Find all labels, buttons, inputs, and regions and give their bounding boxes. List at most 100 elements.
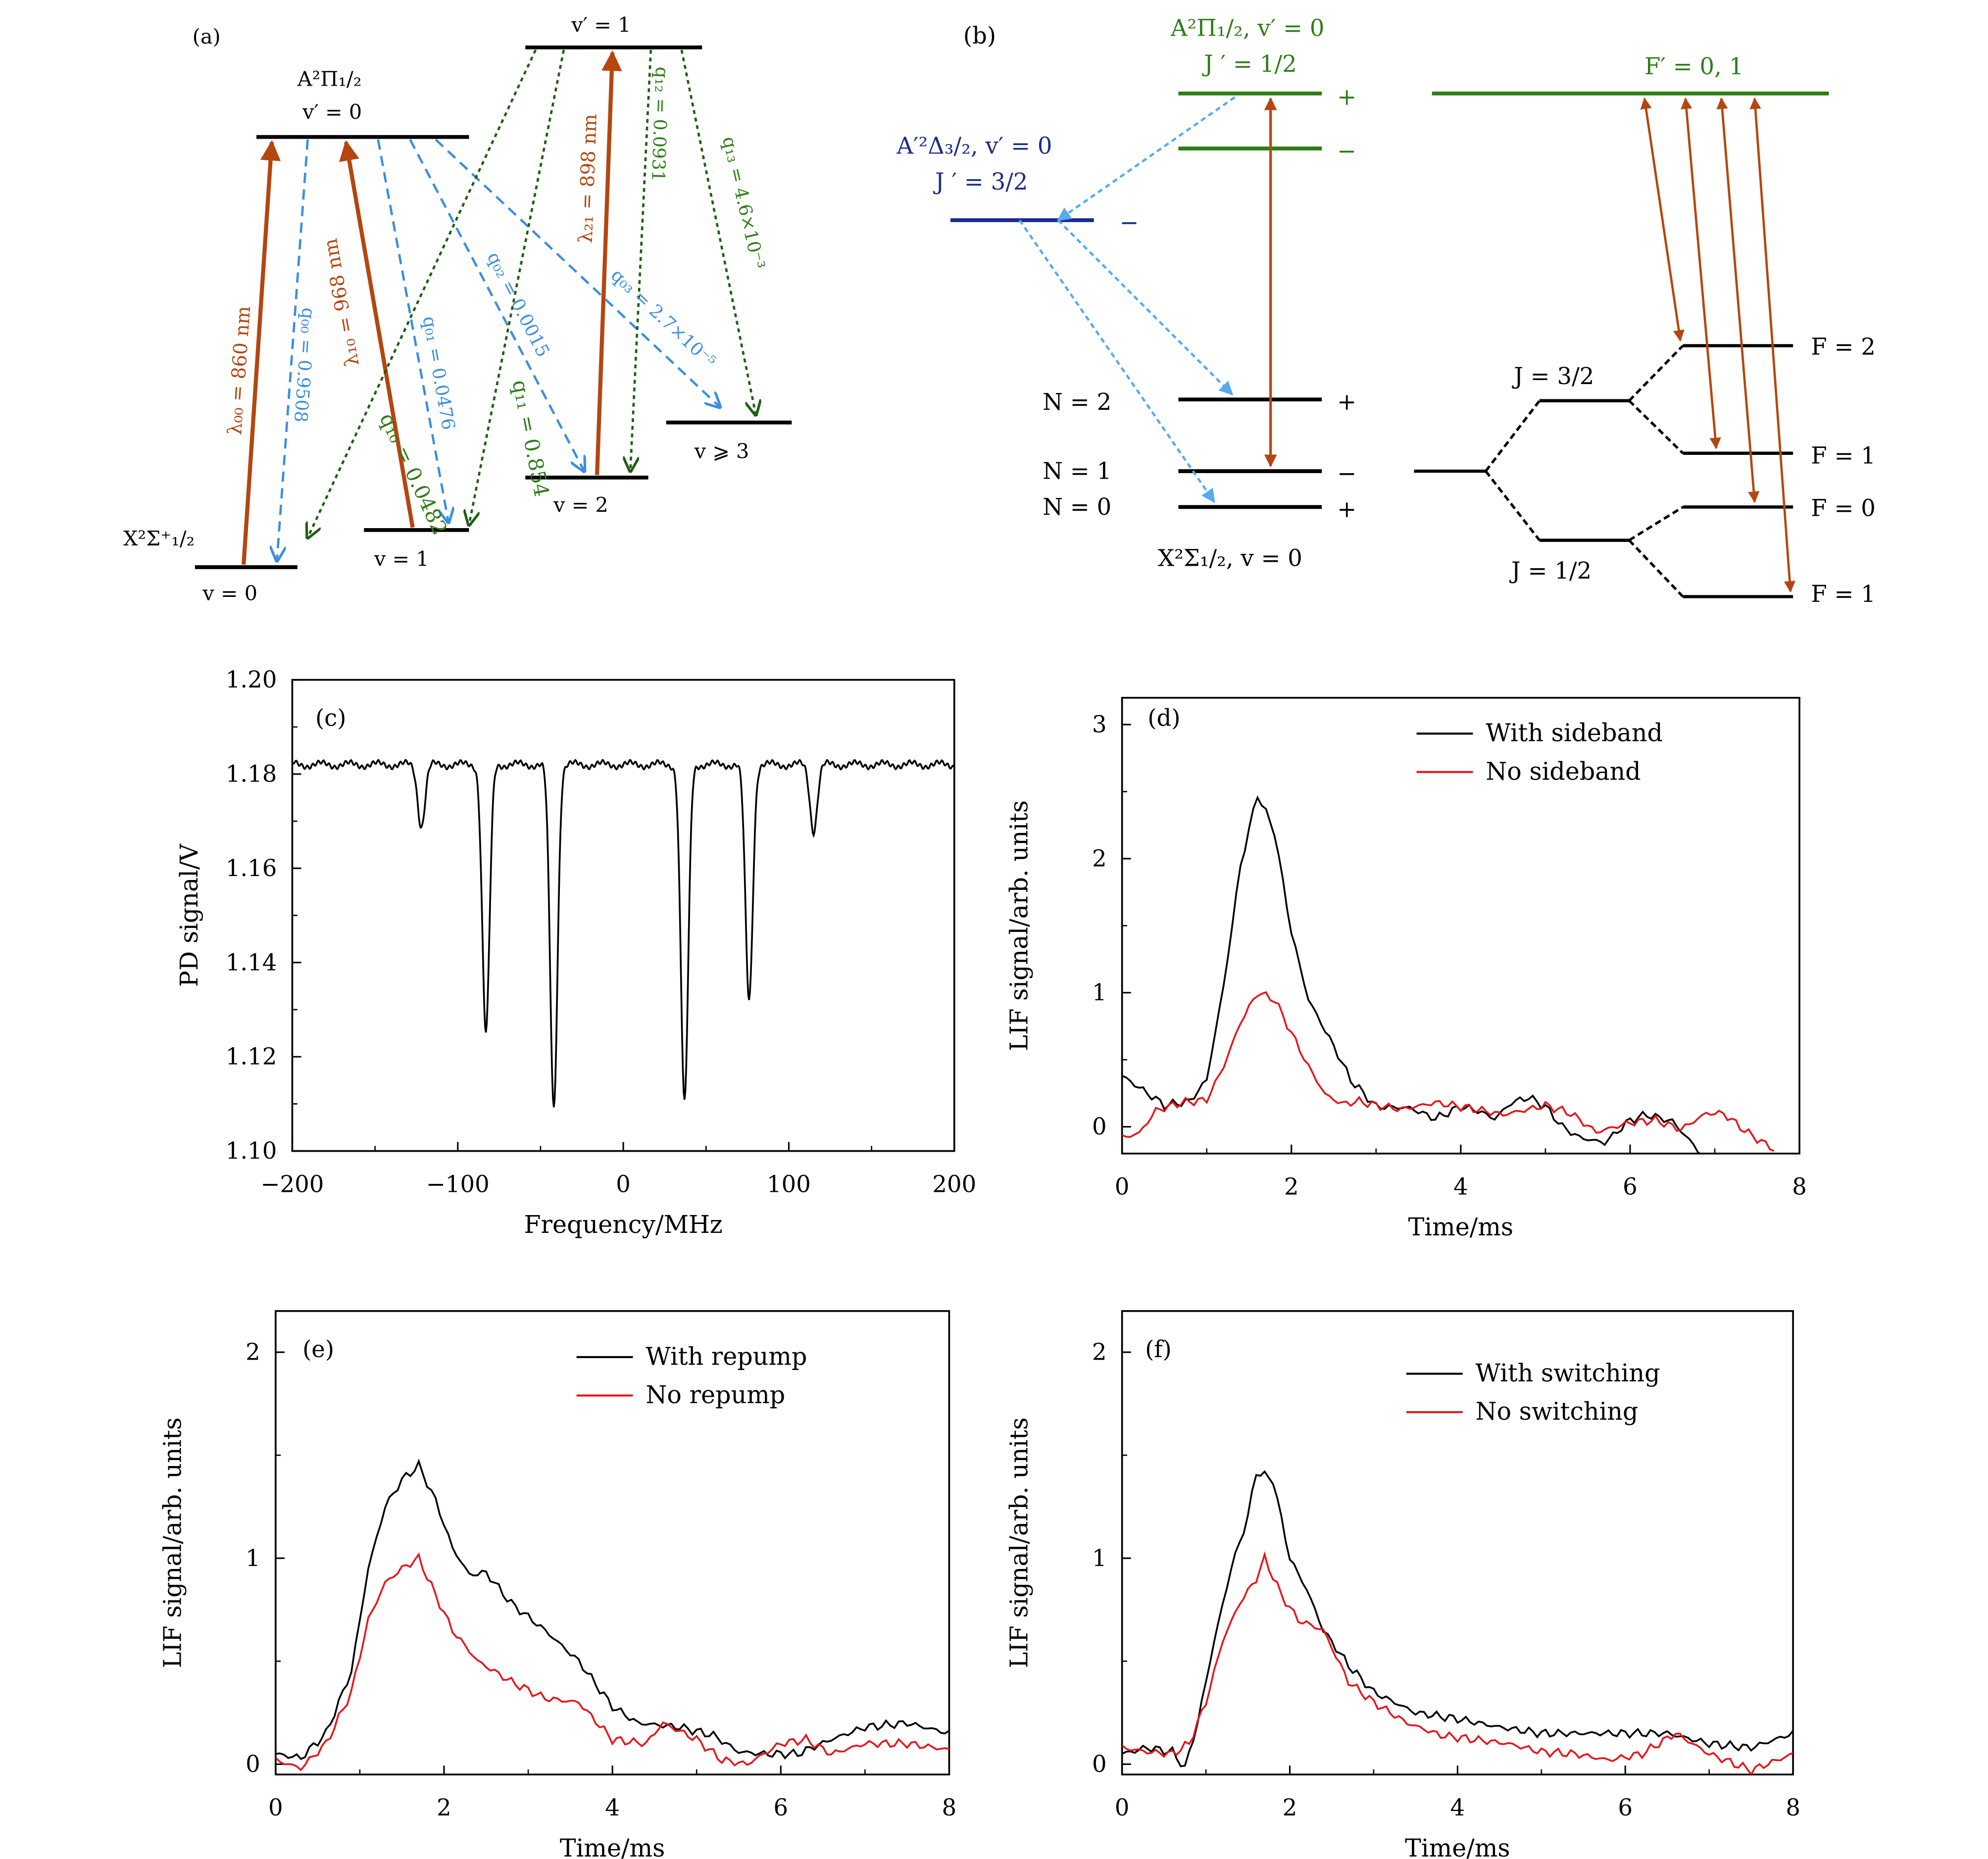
label-n0: N = 0 (1043, 493, 1111, 520)
label-q02: q₀₂ = 0.0015 (483, 248, 554, 360)
panel-tag-d: (d) (1147, 705, 1180, 732)
label-excited-title: A²Π₁/₂, v′ = 0 (1170, 14, 1325, 41)
arrow-q10 (307, 49, 537, 538)
label-l00: λ₀₀ = 860 nm (224, 305, 255, 436)
label-f0: F = 0 (1811, 494, 1876, 521)
arrow-l10 (339, 140, 415, 528)
label-j12: J = 1/2 (1509, 557, 1591, 584)
label-fprime: F′ = 0, 1 (1644, 53, 1743, 80)
split-f1b (1628, 539, 1684, 598)
label-excited-state: A²Π₁/₂ (297, 67, 362, 91)
plot-frame-d (1121, 696, 1800, 1155)
chart-panel-f: 0 2 4 6 8 0 1 2 Time/ms LIF signal/arb. units (f) W… (1004, 1310, 1800, 1859)
label-q12: q₁₂ = 0.0931 (647, 66, 673, 182)
legend-label-d: No sideband (1486, 757, 1640, 785)
x-tick-label-c: −100 (426, 1171, 490, 1197)
label-n1: N = 1 (1043, 457, 1111, 484)
x-axis-label-f: Time/ms (1405, 1834, 1510, 1859)
panel-b: (b) A²Π₁/₂, v′ = 0 J ′ = 1/2 + − A′²Δ₃/₂… (896, 14, 1875, 607)
x-tick-label-d: 4 (1453, 1173, 1468, 1200)
label-l10: λ₁₀ = 968 nm (319, 237, 364, 368)
split-f0 (1628, 506, 1684, 541)
y-tick-label-f: 0 (1092, 1751, 1107, 1777)
arrow-hf-f1b (1749, 97, 1796, 593)
label-v0: v = 0 (202, 582, 257, 605)
arrow-hf-f0 (1716, 97, 1760, 503)
x-tick-label-e: 8 (942, 1794, 957, 1821)
x-axis-label-d: Time/ms (1408, 1213, 1513, 1241)
y-tick-label-c: 1.12 (226, 1043, 277, 1070)
x-tick-label-d: 6 (1623, 1173, 1638, 1200)
x-tick-label-c: 100 (767, 1171, 811, 1197)
panel-tag-e: (e) (302, 1336, 334, 1363)
x-tick-label-d: 8 (1792, 1173, 1807, 1200)
y-tick-label-c: 1.18 (226, 760, 277, 787)
y-axis-label-f: LIF signal/arb. units (1004, 1418, 1033, 1668)
series-no-repump-line (275, 1552, 949, 1771)
y-tick-label-e: 0 (246, 1751, 260, 1777)
legend-label-e: No repump (646, 1380, 785, 1409)
label-aprime-title: A′²Δ₃/₂, v′ = 0 (896, 132, 1052, 159)
panel-tag-c: (c) (315, 705, 346, 732)
y-tick-label-e: 1 (246, 1545, 260, 1571)
label-v3: v ⩾ 3 (694, 440, 749, 463)
label-f1b: F = 1 (1811, 581, 1876, 607)
y-axis-label-d: LIF signal/arb. units (1004, 800, 1033, 1051)
arrow-q12 (630, 49, 652, 471)
x-tick-label-d: 0 (1115, 1173, 1130, 1200)
label-n2: N = 2 (1043, 389, 1111, 415)
arrow-l00 (242, 140, 281, 565)
x-tick-label-e: 4 (605, 1794, 620, 1821)
y-tick-label-d: 2 (1092, 845, 1107, 872)
x-tick-label-d: 2 (1284, 1173, 1299, 1200)
series-with-sideband-line (1122, 795, 1701, 1154)
y-tick-label-d: 3 (1092, 711, 1107, 737)
label-q13: q₁₃ = 4.6×10⁻³ (718, 135, 769, 271)
parity-excited-plus: + (1337, 84, 1356, 110)
arrow-q00 (277, 139, 309, 561)
y-tick-label-c: 1.10 (226, 1137, 277, 1164)
arrow-q03 (435, 139, 720, 407)
x-tick-label-e: 2 (437, 1794, 451, 1821)
legend-label-e: With repump (646, 1342, 807, 1371)
label-aprime-j: J ′ = 3/2 (933, 168, 1028, 195)
label-v1: v = 1 (374, 547, 429, 571)
label-excited-j: J ′ = 1/2 (1202, 50, 1297, 77)
arrow-hf-f2 (1640, 97, 1685, 342)
x-axis-label-c: Frequency/MHz (524, 1210, 722, 1239)
parity-aprime: − (1120, 209, 1139, 236)
label-q01: q₀₁ = 0.0476 (418, 315, 459, 432)
series-pd-signal-line (292, 758, 954, 1108)
series-no-sideband-line (1122, 991, 1775, 1152)
y-tick-label-d: 0 (1092, 1113, 1107, 1140)
x-tick-label-e: 0 (268, 1794, 283, 1821)
split-f1a (1628, 399, 1684, 454)
panel-a: (a) v = 0 v = 1 v = 2 v ⩾ 3 v′ = 0 v′ = … (123, 13, 792, 605)
x-tick-label-f: 0 (1115, 1794, 1130, 1821)
arrow-aprime-n2 (1057, 219, 1234, 395)
panel-b-tag: (b) (963, 22, 996, 49)
panel-a-tag: (a) (193, 25, 221, 49)
x-tick-label-f: 2 (1283, 1794, 1297, 1821)
plot-frame-f (1121, 1310, 1794, 1776)
arrow-q01 (377, 139, 448, 522)
y-tick-label-f: 1 (1092, 1545, 1107, 1571)
y-tick-label-c: 1.16 (226, 855, 277, 881)
label-ground-b: X²Σ₁/₂, v = 0 (1158, 544, 1302, 571)
x-tick-label-f: 6 (1618, 1794, 1633, 1821)
chart-panel-c: −200 −100 0 100 200 1.10 1.12 1.14 1.16 1.18 1.20 F… (175, 666, 976, 1239)
plot-frame-c (291, 679, 955, 1152)
y-axis-label-c: PD signal/V (175, 843, 203, 987)
x-tick-label-f: 4 (1450, 1794, 1465, 1821)
split-j12 (1485, 470, 1541, 541)
chart-panel-d: 0 2 4 6 8 0 1 2 3 Time/ms LIF signal/arb. units (d)… (1004, 696, 1807, 1241)
arrow-q13 (680, 49, 756, 415)
arrow-hf-f1a (1681, 97, 1721, 449)
split-j32 (1485, 400, 1541, 472)
label-q11: q₁₁ = 0.854 (508, 378, 554, 499)
series-with-repump-line (275, 1459, 949, 1760)
arrow-l21 (595, 50, 622, 475)
x-tick-label-c: −200 (261, 1171, 324, 1197)
x-tick-label-c: 200 (932, 1171, 976, 1197)
